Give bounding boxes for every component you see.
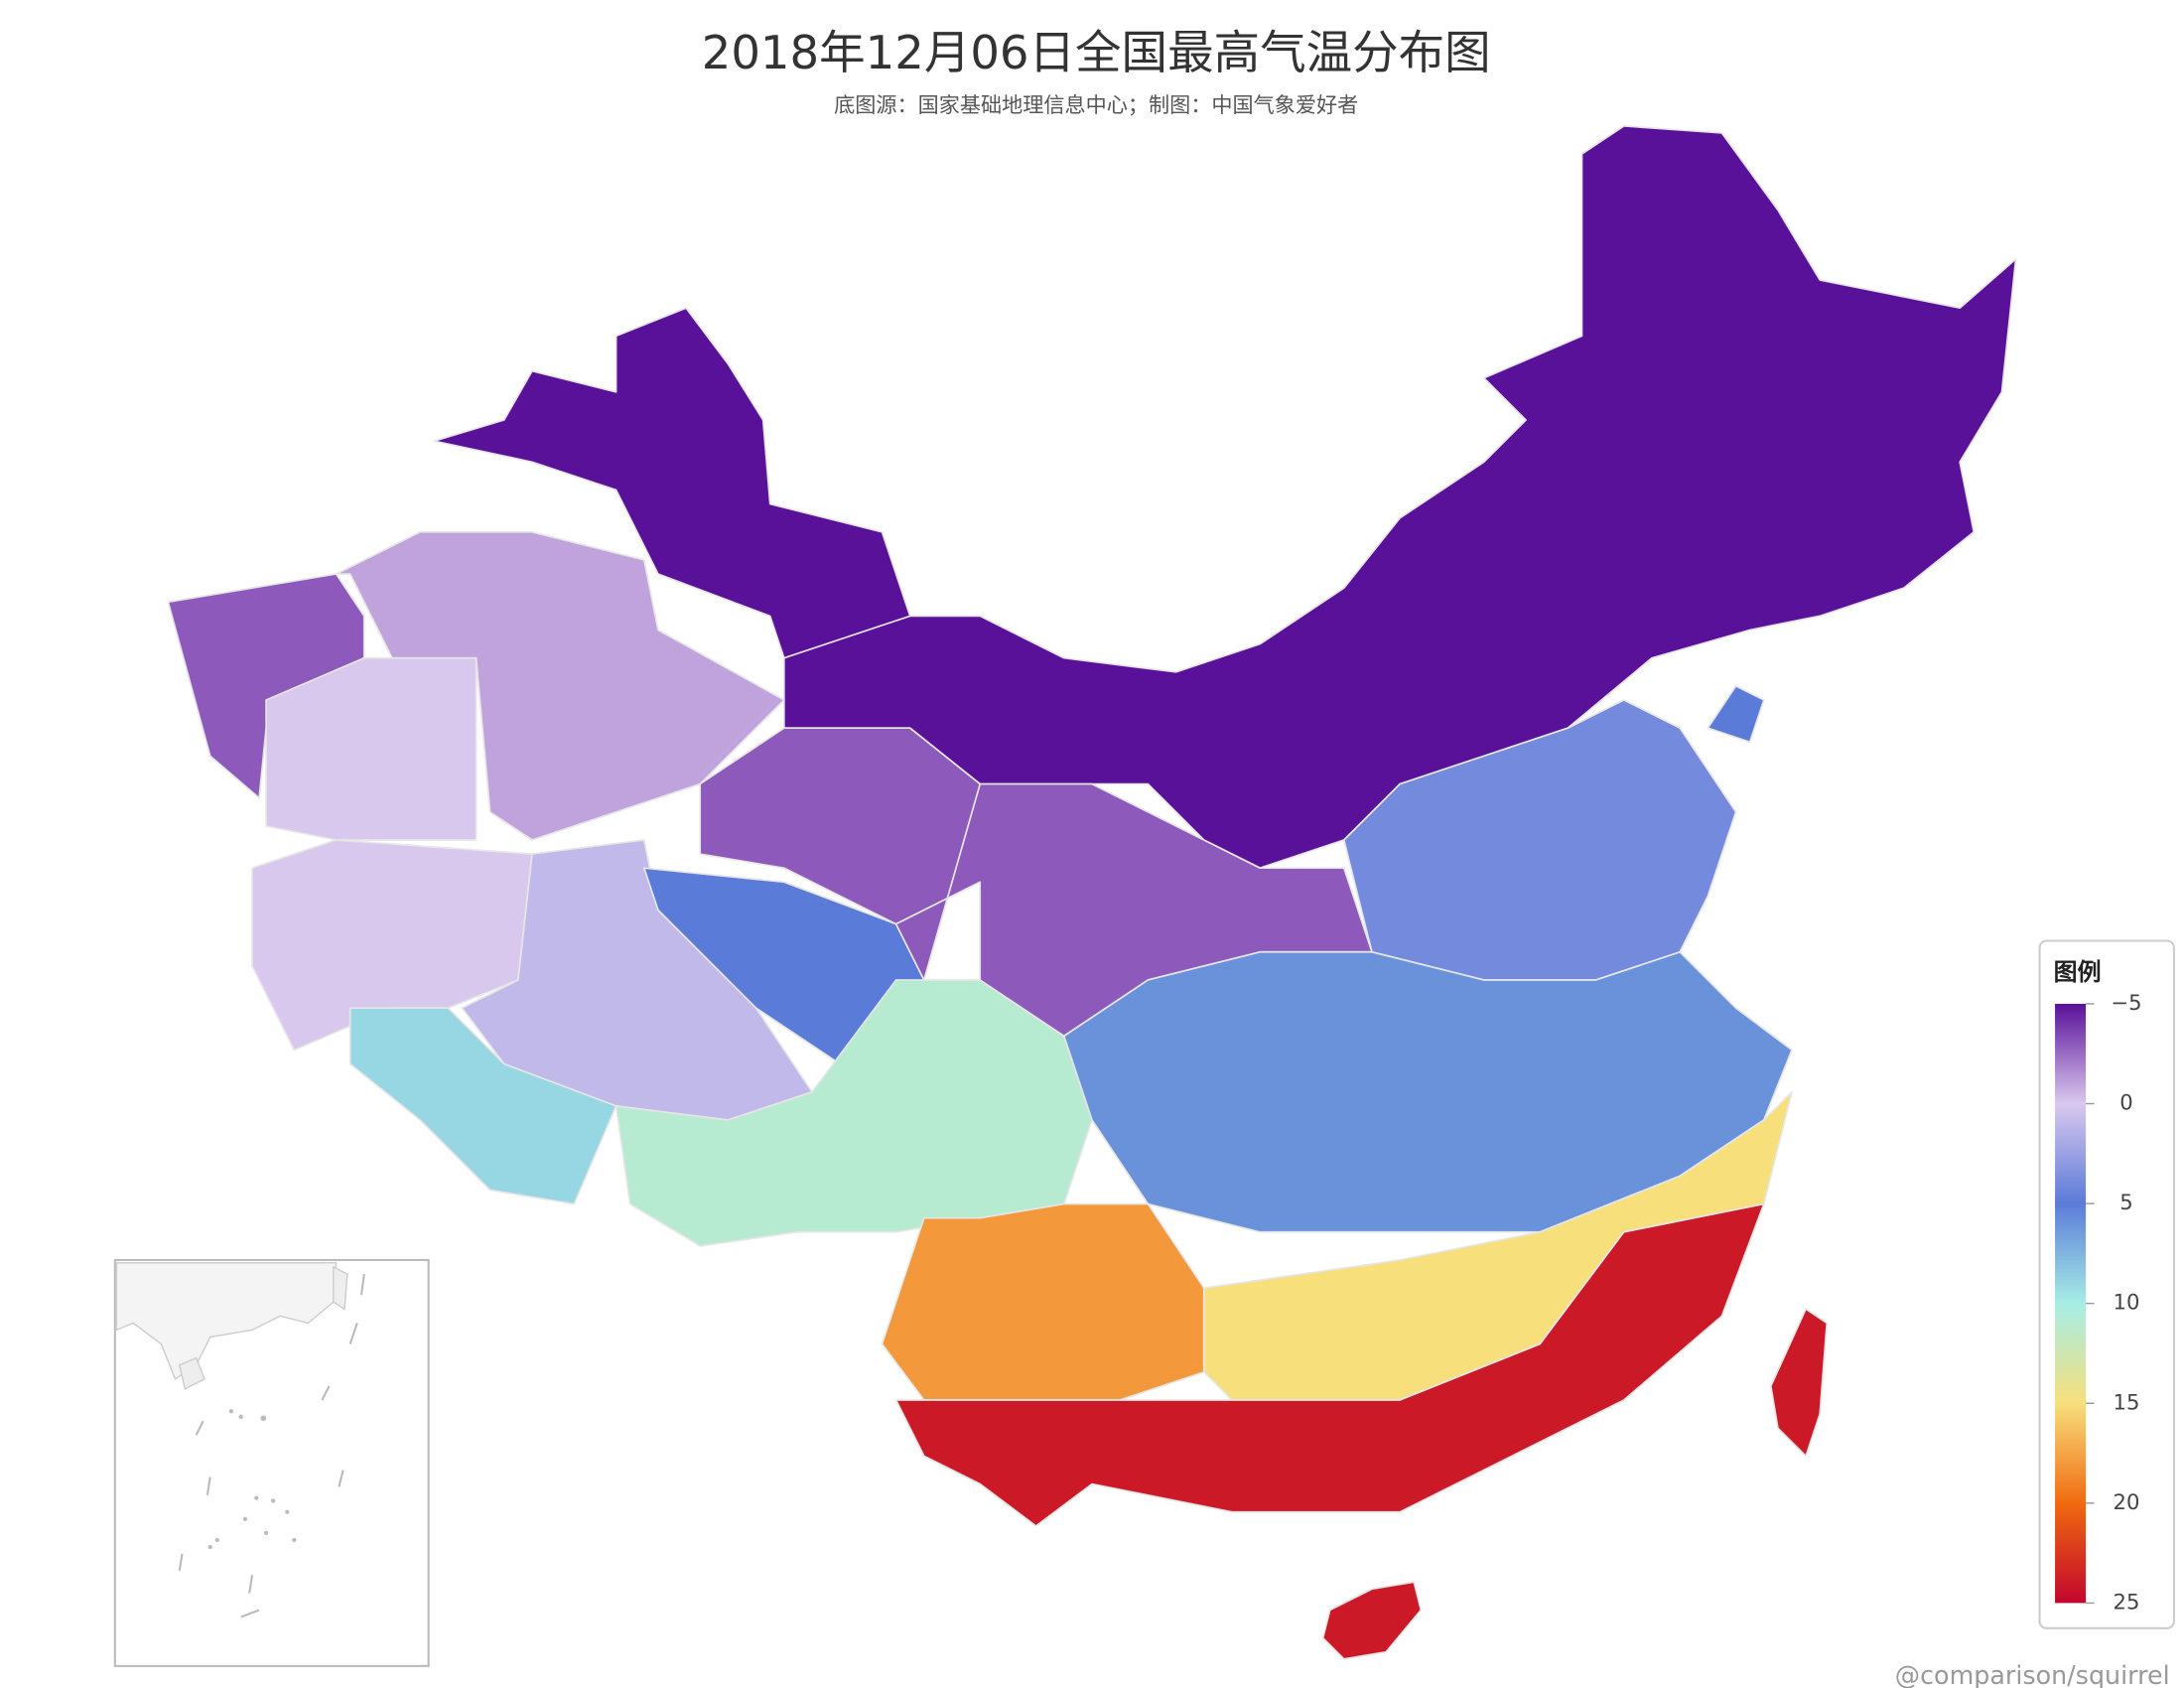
map-subtitle: 底图源：国家基础地理信息中心；制图：中国气象爱好者 xyxy=(834,92,1358,117)
map-title: 2018年12月06日全国最高气温分布图 xyxy=(702,26,1491,79)
legend-tick-label: 15 xyxy=(2114,1389,2140,1414)
legend-title: 图例 xyxy=(2054,958,2102,986)
inset-dots xyxy=(207,1409,297,1550)
legend-tick-label: 20 xyxy=(2114,1489,2140,1514)
legend-tick-label: 25 xyxy=(2114,1589,2140,1614)
inset xyxy=(113,1258,430,1667)
region xyxy=(1321,1581,1423,1660)
regions xyxy=(167,125,2017,1660)
region xyxy=(1706,685,1765,744)
region xyxy=(265,656,478,841)
legend-tick-label: 10 xyxy=(2114,1290,2140,1315)
region xyxy=(614,979,1093,1247)
inset-dashes xyxy=(178,1273,365,1618)
region xyxy=(433,307,911,659)
legend-colorbar xyxy=(2055,1003,2087,1604)
region xyxy=(335,530,785,841)
legend-tick-label: −5 xyxy=(2111,990,2141,1015)
inset-islands xyxy=(178,1265,348,1390)
region xyxy=(894,1202,1765,1527)
region xyxy=(348,1007,617,1205)
watermark: @comparison/squirrel xyxy=(1895,1660,2170,1688)
region xyxy=(881,1202,1205,1401)
legend-tick-label: 0 xyxy=(2119,1090,2132,1115)
region xyxy=(1769,1308,1829,1458)
legend: 图例 −5 0 5 10 15 20 25 xyxy=(2038,939,2175,1629)
legend-tick-label: 5 xyxy=(2119,1190,2132,1214)
region xyxy=(782,125,2017,870)
